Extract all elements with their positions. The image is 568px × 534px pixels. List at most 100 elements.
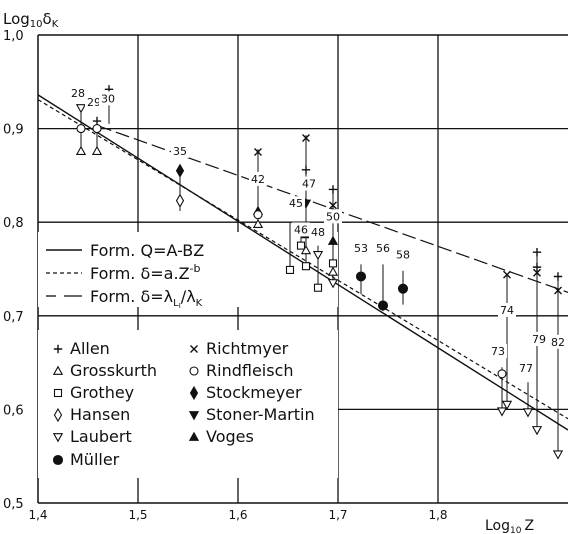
- data-point-47-tri-open: [300, 244, 312, 255]
- legend-label-voges: Voges: [206, 427, 254, 446]
- element-label-30: 30: [101, 92, 115, 105]
- label-bg-29: [85, 95, 103, 110]
- label-bg-46: [292, 222, 310, 237]
- y-tick-label: 0,5: [3, 497, 24, 512]
- element-label-53: 53: [354, 242, 368, 255]
- label-bg-74: [498, 302, 516, 317]
- data-point-46-square-open: [296, 241, 306, 250]
- element-label-48: 48: [311, 226, 325, 239]
- legend-fit-dashed-label: Form. δ=a.Z-b: [90, 262, 201, 283]
- x-tick-label: 1,5: [128, 508, 147, 522]
- data-point-29-plus: [92, 116, 102, 126]
- data-point-42-cross: [254, 148, 262, 156]
- legend-marker-square-open: [53, 388, 63, 398]
- data-point-77-tri-down-open: [522, 408, 534, 418]
- legend-marker-plus: [53, 344, 63, 354]
- data-point-50-square-open: [328, 259, 338, 268]
- element-label-35: 35: [173, 145, 187, 158]
- data-point-79-cross: [533, 268, 541, 277]
- data-point-50-plus: [328, 185, 338, 194]
- data-point-47-plus: [301, 165, 311, 174]
- label-bg-73: [489, 344, 507, 359]
- legend-label-muller: Müller: [70, 450, 120, 469]
- legend-marker-diamond-open: [53, 407, 63, 423]
- data-point-28-tri-down-open: [75, 104, 87, 114]
- legend-marker-cross: [190, 345, 198, 353]
- x-tick-label: 1,6: [228, 508, 247, 522]
- data-point-74-cross: [503, 270, 511, 279]
- data-point-47-square-open: [301, 262, 311, 271]
- label-bg-30: [99, 91, 117, 106]
- element-label-47: 47: [302, 178, 316, 191]
- data-point-47-cross: [302, 133, 310, 142]
- element-label-82: 82: [551, 336, 565, 349]
- y-tick-label: 0,6: [3, 403, 24, 418]
- x-tick-label: 1,4: [28, 508, 47, 522]
- x-axis-title: Log10 Z: [485, 518, 534, 534]
- label-bg-47: [300, 176, 318, 191]
- label-bg-77: [517, 360, 535, 375]
- y-tick-label: 0,7: [3, 310, 24, 325]
- label-bg-35: [171, 143, 189, 158]
- y-tick-label: 1,0: [3, 29, 24, 44]
- legend-label-hansen: Hansen: [70, 405, 130, 424]
- legend-marker-tri-down-filled: [188, 411, 200, 421]
- legend-marker-tri-filled: [188, 431, 200, 441]
- data-point-56-circle-filled: [377, 300, 389, 311]
- label-bg-53: [352, 241, 370, 256]
- data-point-45-square-open: [285, 265, 295, 274]
- legend-fit-solid-label: Form. Q=A-BZ: [90, 241, 204, 260]
- data-point-50-tri-open: [327, 266, 339, 276]
- data-point-58-circle-filled: [397, 283, 409, 294]
- element-label-58: 58: [396, 249, 410, 262]
- legend-label-rindfleisch: Rindfleisch: [206, 361, 294, 380]
- data-point-35-diamond-open: [175, 193, 185, 208]
- element-label-79: 79: [532, 333, 546, 346]
- x-tick-label: 1,8: [428, 508, 447, 522]
- legend-marker-tri-open: [52, 365, 64, 375]
- element-label-73: 73: [491, 345, 505, 358]
- legend-label-grothey: Grothey: [70, 383, 134, 402]
- label-bg-82: [549, 334, 567, 349]
- legend-label-richtmyer: Richtmyer: [206, 339, 289, 358]
- legend-marker-circle-open: [189, 366, 199, 376]
- element-label-45: 45: [289, 197, 303, 210]
- data-point-50-tri-down-open: [327, 279, 339, 289]
- label-bg-50: [324, 209, 342, 224]
- legend-label-allen: Allen: [70, 339, 110, 358]
- data-point-82-cross: [554, 286, 562, 295]
- data-points: [75, 85, 564, 460]
- element-label-50: 50: [326, 210, 340, 223]
- data-point-48-square-open: [313, 283, 323, 292]
- legend-marker-circle-filled: [52, 454, 64, 466]
- y-axis-title: Log10δK: [3, 10, 59, 30]
- label-bg-42: [249, 171, 267, 186]
- element-label-29: 29: [87, 96, 101, 109]
- data-point-73-circle-open: [497, 369, 507, 379]
- fit-legend: Form. Q=A-BZ Form. δ=a.Z-b Form. δ=λLI/λ…: [46, 241, 204, 310]
- element-label-77: 77: [519, 362, 533, 375]
- legend-label-stockmeyer: Stockmeyer: [206, 383, 302, 402]
- data-point-29-circle-open: [92, 124, 102, 134]
- data-point-73-tri-down-open: [496, 407, 508, 417]
- legend-marker-diamond-filled: [189, 385, 199, 401]
- y-tick-label: 0,8: [3, 216, 24, 231]
- legend-marker-tri-down-open: [52, 433, 64, 443]
- marker-legend-box: [38, 330, 338, 478]
- legend-label-laubert: Laubert: [70, 427, 132, 446]
- data-point-79-plus: [532, 247, 542, 257]
- data-point-28-circle-open: [76, 124, 86, 134]
- data-point-53-circle-filled: [355, 271, 367, 282]
- element-label-42: 42: [251, 173, 265, 186]
- legend-label-grosskurth: Grosskurth: [70, 361, 157, 380]
- data-point-79-plus: [532, 262, 542, 272]
- y-tick-label: 0,9: [3, 123, 24, 138]
- label-bg-45: [287, 196, 305, 211]
- data-point-28-tri-open: [75, 145, 87, 155]
- data-point-35-diamond-filled: [175, 163, 185, 178]
- data-point-50-cross: [329, 201, 337, 210]
- data-point-42-tri-open: [252, 218, 264, 228]
- label-bg-79: [530, 331, 548, 346]
